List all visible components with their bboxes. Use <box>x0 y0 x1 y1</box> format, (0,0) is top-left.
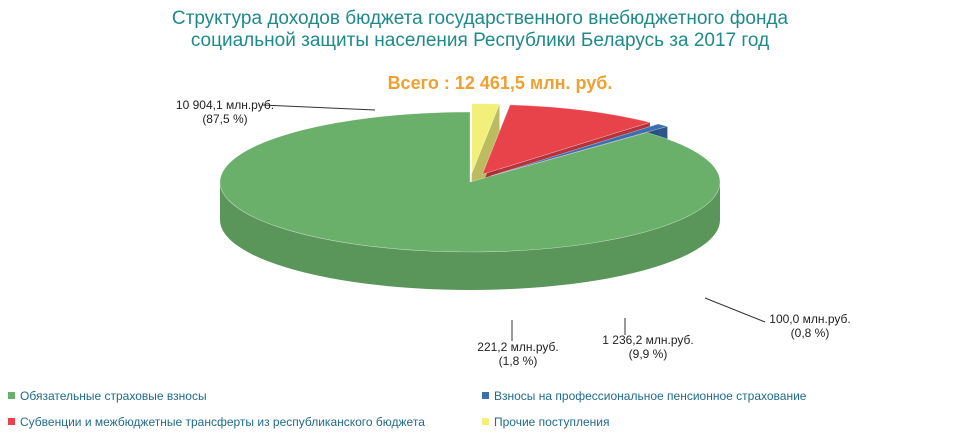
data-label-other-percent: (1,8 %) <box>498 354 538 368</box>
pie-slice-mandatory <box>219 111 721 253</box>
chart-title-line-1: Структура доходов бюджета государственно… <box>171 8 789 29</box>
pie-slice-professional <box>490 123 669 177</box>
pie-slice-subventions <box>481 104 652 175</box>
legend-swatch-subventions <box>8 418 15 425</box>
legend-label-mandatory: Обязательные страховые взносы <box>20 389 207 403</box>
data-label-mandatory-percent: (87,5 %) <box>202 112 248 126</box>
chart-title: Структура доходов бюджета государственно… <box>0 8 960 52</box>
pie-slice-other <box>471 103 500 174</box>
legend-item-professional: Взносы на профессиональное пенсионное ст… <box>482 389 806 403</box>
data-label-professional: 100,0 млн.руб. (0,8 %) <box>750 312 870 340</box>
legend-swatch-other <box>482 418 489 425</box>
data-label-subventions-value: 1 236,2 млн.руб. <box>602 333 694 347</box>
data-label-subventions-percent: (9,9 %) <box>628 347 668 361</box>
chart-title-line-2: социальной защиты населения Республики Б… <box>190 30 770 51</box>
data-label-professional-value: 100,0 млн.руб. <box>769 312 851 326</box>
legend-swatch-professional <box>482 392 489 399</box>
leader-line-professional <box>704 297 766 323</box>
chart-total-label: Всего : 12 461,5 млн. руб. <box>387 73 613 93</box>
data-label-mandatory: 10 904,1 млн.руб. (87,5 %) <box>160 98 290 126</box>
data-label-other: 221,2 млн.руб. (1,8 %) <box>458 340 578 368</box>
legend-label-professional: Взносы на профессиональное пенсионное ст… <box>494 389 807 403</box>
legend-item-mandatory: Обязательные страховые взносы <box>8 389 207 403</box>
legend-item-subventions: Субвенции и межбюджетные трансферты из р… <box>8 415 425 429</box>
data-label-subventions: 1 236,2 млн.руб. (9,9 %) <box>588 333 708 361</box>
pie-slice-mandatory-side-0 <box>220 182 720 290</box>
leader-line-mandatory <box>261 104 376 111</box>
data-label-mandatory-value: 10 904,1 млн.руб. <box>175 98 275 112</box>
legend-label-subventions: Субвенции и межбюджетные трансферты из р… <box>20 415 425 429</box>
legend-label-other: Прочие поступления <box>494 415 610 429</box>
legend-swatch-mandatory <box>8 392 15 399</box>
data-label-professional-percent: (0,8 %) <box>790 326 830 340</box>
legend-item-other: Прочие поступления <box>482 415 609 429</box>
data-label-other-value: 221,2 млн.руб. <box>477 340 559 354</box>
